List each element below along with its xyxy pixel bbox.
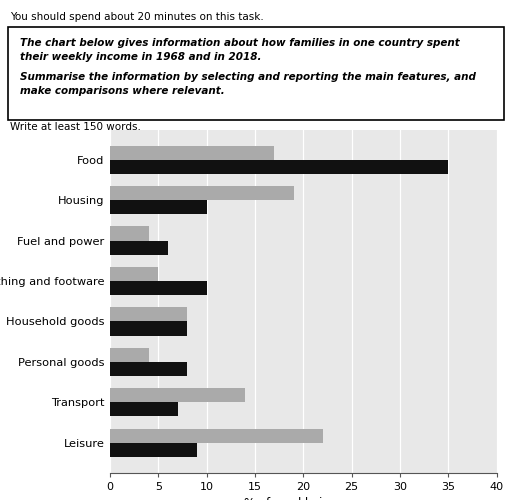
Bar: [110, 200, 207, 214]
Bar: [110, 402, 178, 416]
Text: Write at least 150 words.: Write at least 150 words.: [10, 122, 141, 132]
Bar: [110, 240, 168, 254]
Bar: [110, 146, 274, 160]
Bar: [110, 443, 197, 457]
Text: The chart below gives information about how families in one country spent
their : The chart below gives information about …: [20, 38, 460, 62]
Bar: [110, 226, 148, 240]
Title: 1968 and 2018: average weekly spending by families: 1968 and 2018: average weekly spending b…: [104, 90, 503, 102]
Bar: [110, 322, 187, 336]
Bar: [110, 281, 207, 295]
Text: Summarise the information by selecting and reporting the main features, and
make: Summarise the information by selecting a…: [20, 72, 476, 96]
Bar: [110, 186, 294, 200]
Text: You should spend about 20 minutes on this task.: You should spend about 20 minutes on thi…: [10, 12, 264, 22]
Bar: [110, 388, 245, 402]
Legend: 1968, 2018: 1968, 2018: [239, 92, 368, 114]
Bar: [110, 308, 187, 322]
Bar: [110, 267, 158, 281]
Bar: [110, 362, 187, 376]
Bar: [110, 428, 323, 443]
X-axis label: % of weekly income: % of weekly income: [244, 497, 362, 500]
Bar: [110, 348, 148, 362]
Bar: [110, 160, 449, 174]
